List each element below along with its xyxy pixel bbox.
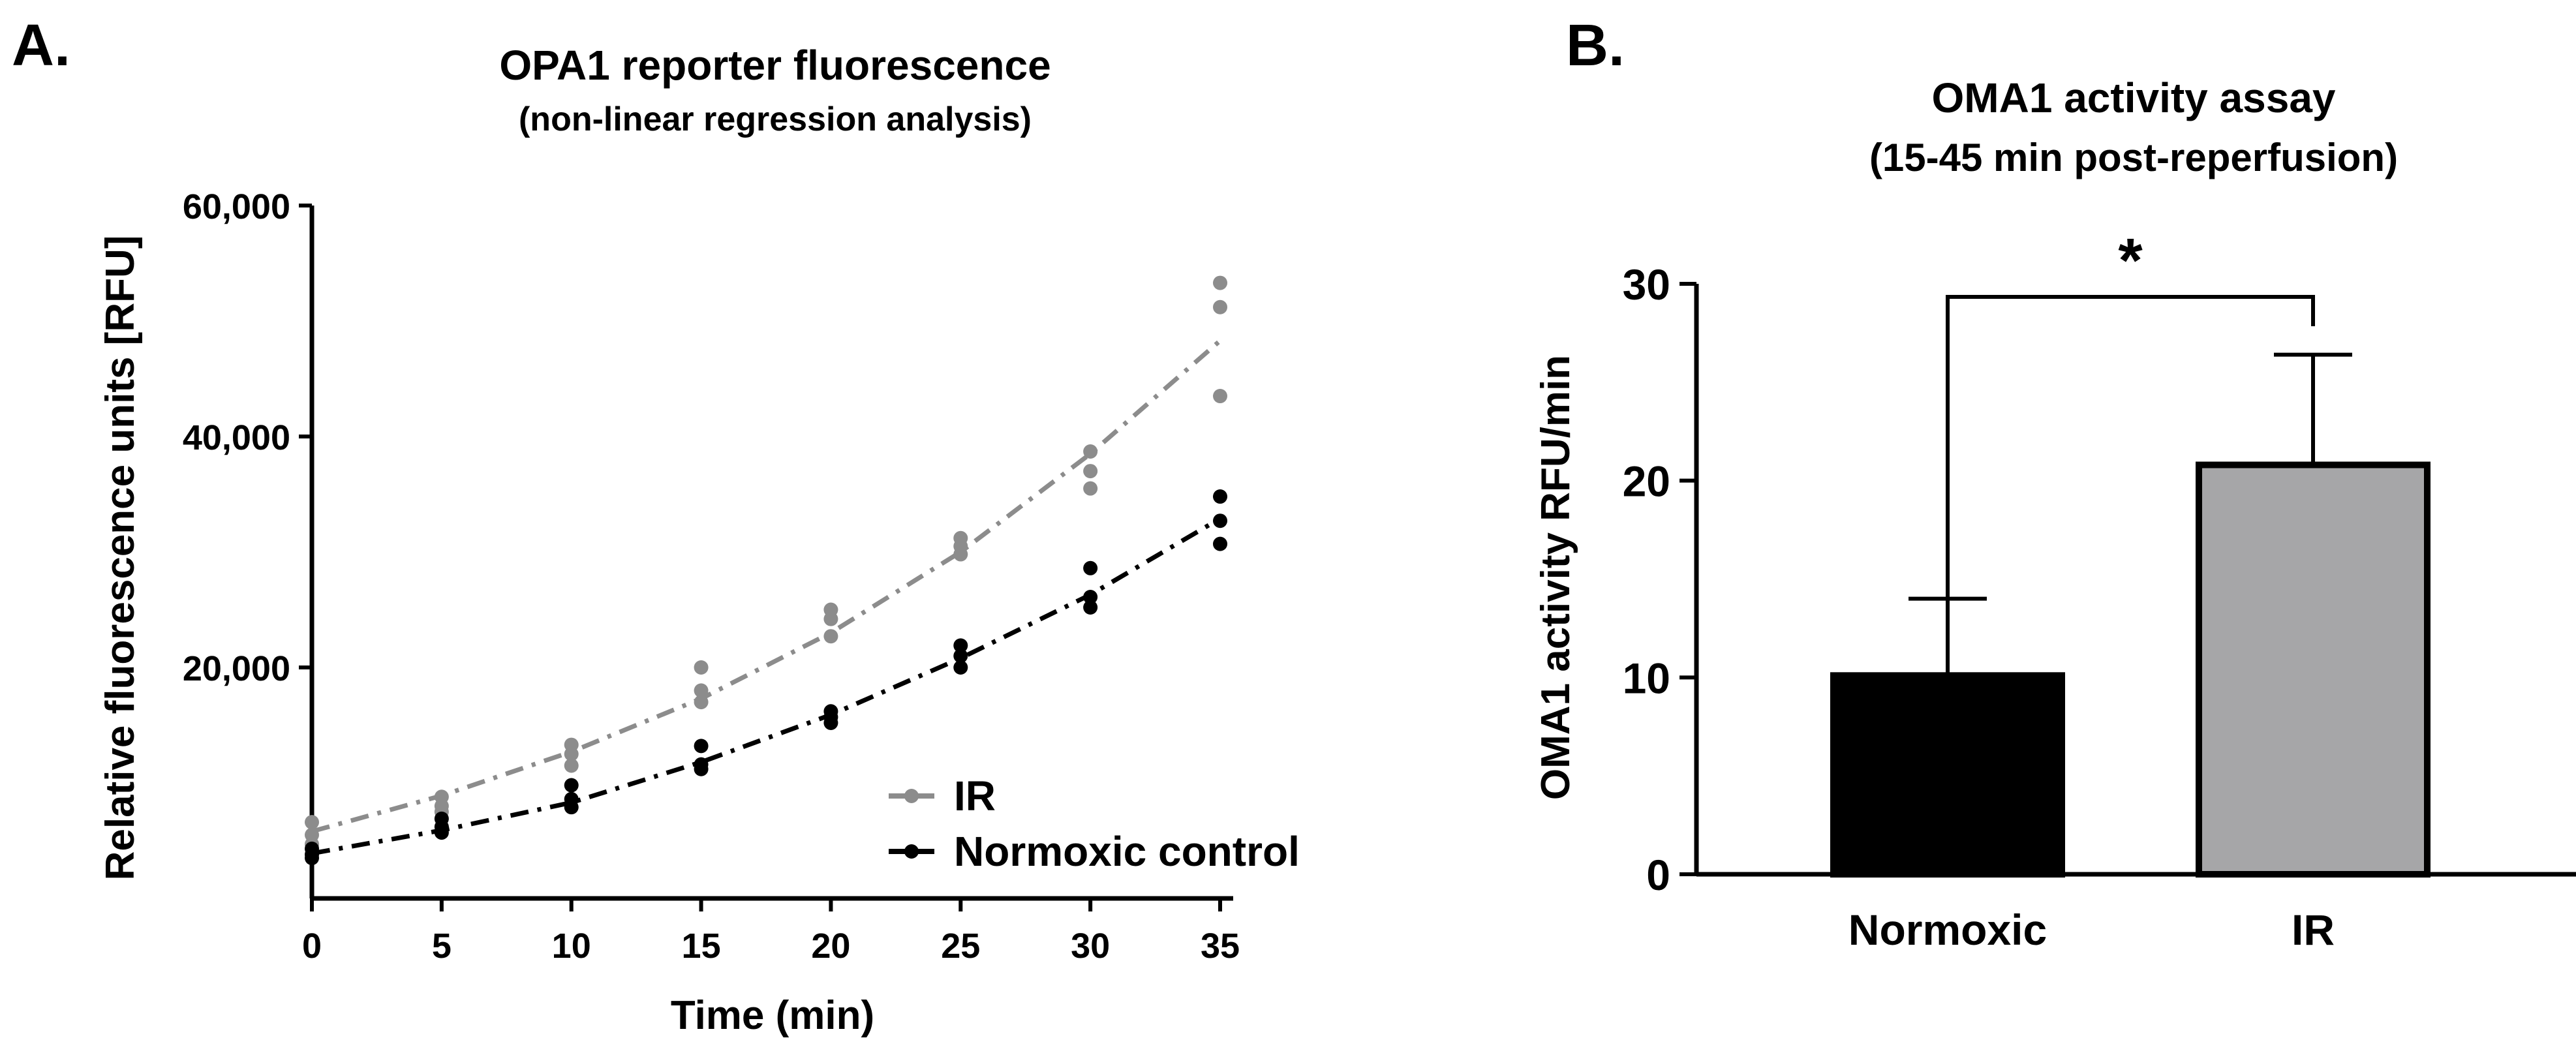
ir-data-point xyxy=(1213,389,1227,404)
normoxic-data-point xyxy=(1213,513,1227,528)
ir-data-point xyxy=(1083,444,1098,459)
panel-a-title: OPA1 reporter fluorescence xyxy=(499,42,1050,89)
legend-normoxic-marker xyxy=(904,844,919,859)
x-tick-label: 5 xyxy=(432,926,452,966)
y-tick-label: 20 xyxy=(1623,457,1670,506)
normoxic-data-point xyxy=(694,739,709,754)
x-tick-label: 20 xyxy=(811,926,850,966)
normoxic-data-point xyxy=(564,791,579,806)
y-tick-label: 60,000 xyxy=(183,187,290,226)
normoxic-data-point xyxy=(823,704,838,719)
y-tick-label: 30 xyxy=(1623,260,1670,309)
normoxic-data-point xyxy=(953,649,968,664)
x-category-label: IR xyxy=(2292,906,2335,954)
y-tick-label: 0 xyxy=(1646,851,1670,899)
panel-a-label: A. xyxy=(12,13,70,78)
panel-b-title: OMA1 activity assay xyxy=(1932,74,2336,121)
x-tick-label: 35 xyxy=(1201,926,1240,966)
panel-b-label: B. xyxy=(1566,13,1625,78)
ir-data-point xyxy=(823,629,838,644)
x-tick-label: 15 xyxy=(682,926,721,966)
panel-a-x-ticks: 0 5 10 15 20 25 30 35 xyxy=(302,898,1240,966)
x-category-label: Normoxic xyxy=(1848,906,2047,954)
panel-b: B. OMA1 activity assay (15-45 min post-r… xyxy=(1533,13,2576,954)
ir-fit-curve xyxy=(311,339,1222,834)
x-tick-label: 10 xyxy=(552,926,591,966)
legend-ir-label: IR xyxy=(954,772,996,819)
normoxic-data-point xyxy=(1083,560,1098,575)
normoxic-data-point xyxy=(1213,489,1227,504)
x-tick-label: 25 xyxy=(941,926,980,966)
ir-data-point xyxy=(564,737,579,752)
normoxic-data-point xyxy=(434,811,449,826)
panel-a: A. OPA1 reporter fluorescence (non-linea… xyxy=(12,13,1300,1038)
ir-data-point xyxy=(1083,481,1098,496)
normoxic-data-point xyxy=(305,851,319,866)
significance-bracket: * xyxy=(1946,226,2315,600)
ir-data-point xyxy=(694,683,709,698)
panel-a-x-axis-label: Time (min) xyxy=(671,993,874,1038)
ir-data-point xyxy=(1213,299,1227,314)
y-tick-label: 20,000 xyxy=(183,649,290,688)
normoxic-data-point xyxy=(953,660,968,675)
normoxic-data-point xyxy=(564,778,579,793)
bar-normoxic xyxy=(1830,672,2065,878)
ir-data-point xyxy=(694,660,709,675)
ir-data-point xyxy=(434,789,449,804)
legend-normoxic-label: Normoxic control xyxy=(954,828,1300,875)
ir-data-point xyxy=(1213,275,1227,290)
legend-entry-ir: IR xyxy=(889,772,996,819)
ir-data-point xyxy=(305,815,319,830)
normoxic-data-point xyxy=(1083,590,1098,605)
legend-entry-normoxic-control: Normoxic control xyxy=(889,828,1300,875)
ir-data-point xyxy=(953,530,968,545)
panel-b-subtitle: (15-45 min post-reperfusion) xyxy=(1869,136,2398,179)
ir-data-point xyxy=(1083,464,1098,479)
x-tick-label: 0 xyxy=(302,926,322,966)
panel-b-bars: Normoxic IR xyxy=(1830,352,2430,954)
y-tick-label: 10 xyxy=(1623,654,1670,702)
panel-a-subtitle: (non-linear regression analysis) xyxy=(519,100,1032,138)
bar-ir xyxy=(2196,461,2430,878)
y-tick-label: 40,000 xyxy=(183,418,290,457)
panel-a-y-axis-label: Relative fluorescence units [RFU] xyxy=(98,236,143,881)
significance-bracket-line xyxy=(1946,295,2315,600)
x-tick-label: 30 xyxy=(1071,926,1110,966)
ir-data-point xyxy=(694,695,709,710)
panel-a-legend: IR Normoxic control xyxy=(889,772,1300,875)
normoxic-data-point xyxy=(1213,536,1227,551)
ir-data-point xyxy=(564,758,579,773)
legend-ir-marker xyxy=(904,789,919,803)
normoxic-data-point xyxy=(1083,600,1098,615)
panel-a-y-ticks: 20,000 40,000 60,000 xyxy=(183,187,312,688)
panel-b-y-axis-label: OMA1 activity RFU/min xyxy=(1533,355,1578,800)
panel-b-y-ticks: 0 10 20 30 xyxy=(1623,260,1696,899)
normoxic-data-point xyxy=(694,757,709,772)
significance-asterisk: * xyxy=(2118,226,2143,296)
ir-data-point xyxy=(823,602,838,617)
normoxic-data-point xyxy=(953,638,968,653)
panel-a-data-points xyxy=(305,275,1227,866)
